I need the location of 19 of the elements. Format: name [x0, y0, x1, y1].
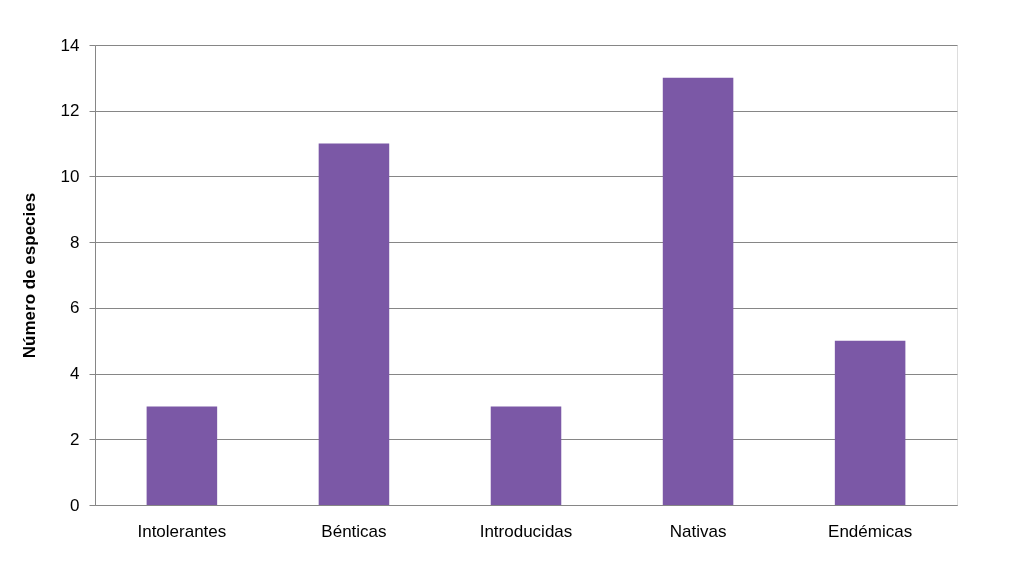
y-tick-label: 2	[70, 429, 80, 449]
x-tick-label: Intolerantes	[137, 521, 227, 541]
x-tick-label: Endémicas	[828, 521, 913, 541]
y-tick-label: 12	[60, 101, 80, 121]
y-tick-label: 4	[70, 364, 80, 384]
y-tick-label: 14	[60, 35, 80, 55]
y-tick-label: 10	[60, 166, 80, 186]
bar	[318, 143, 390, 505]
x-tick-label: Bénticas	[321, 521, 387, 541]
bar	[834, 340, 906, 505]
y-tick-label: 0	[70, 495, 80, 515]
y-tick-label: 6	[70, 298, 80, 318]
x-tick-label: Nativas	[669, 521, 727, 541]
x-tick-label: Introducidas	[479, 521, 573, 541]
bar	[146, 406, 218, 505]
bar	[662, 77, 734, 505]
y-axis-title: Número de especies	[19, 192, 39, 359]
y-tick-label: 8	[70, 232, 80, 252]
bar	[490, 406, 562, 505]
